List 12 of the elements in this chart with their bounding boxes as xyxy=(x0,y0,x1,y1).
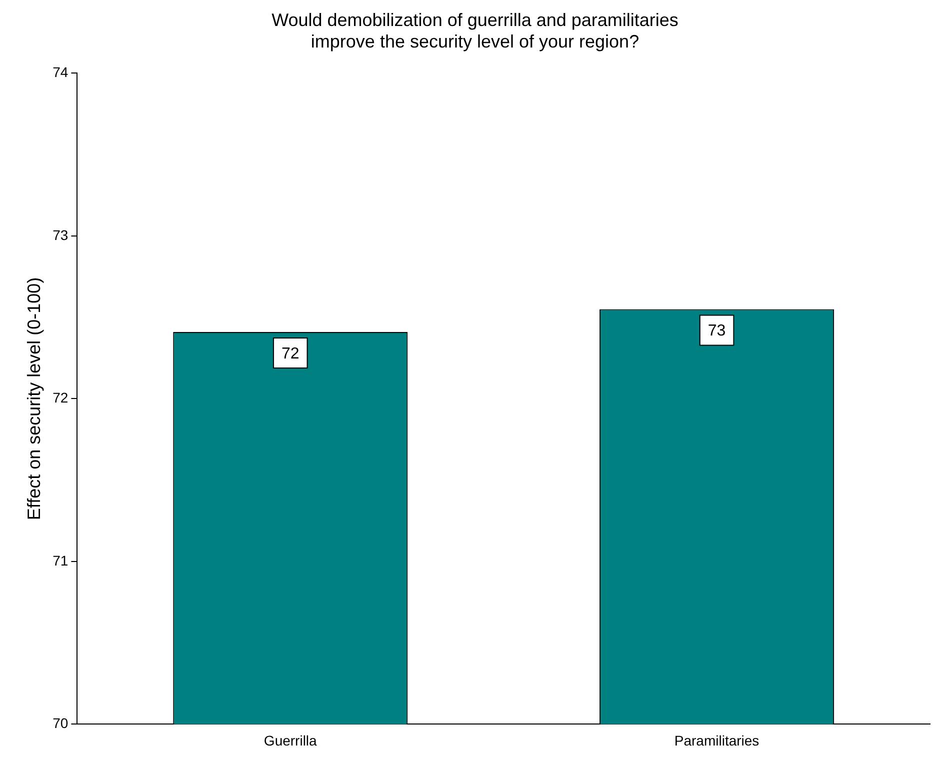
y-axis-title: Effect on security level (0-100) xyxy=(24,277,44,520)
y-tick-label: 72 xyxy=(52,390,68,406)
data-label: 72 xyxy=(281,345,300,362)
x-tick-label: Guerrilla xyxy=(264,732,318,748)
y-tick-label: 71 xyxy=(52,552,68,568)
text: Would demobilization of guerrilla and paramilitaries xyxy=(272,10,678,30)
data-label: 73 xyxy=(708,322,726,340)
text: improve the security level of your region? xyxy=(310,31,640,52)
y-tick-label: 70 xyxy=(52,715,68,732)
y-tick-label: 74 xyxy=(52,64,68,80)
x-tick-label: Paramilitaries xyxy=(674,732,760,748)
y-tick-label: 73 xyxy=(52,226,68,243)
